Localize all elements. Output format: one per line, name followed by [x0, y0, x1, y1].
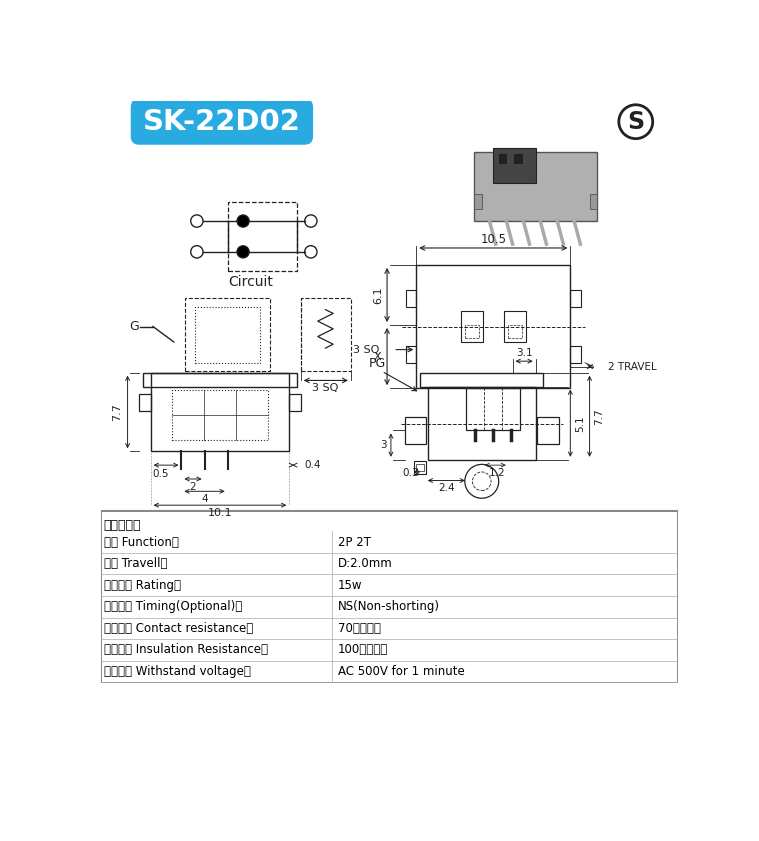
Bar	[420, 373, 543, 387]
Text: 使用功率 Rating：: 使用功率 Rating：	[105, 579, 181, 592]
Text: 0.4: 0.4	[304, 460, 321, 470]
Text: 2.4: 2.4	[438, 484, 455, 493]
Bar	[466, 389, 520, 431]
Text: 5.1: 5.1	[575, 415, 585, 432]
Bar	[537, 417, 559, 444]
Bar	[474, 151, 597, 221]
Text: G: G	[129, 320, 139, 333]
Text: 切换类别 Timing(Optional)：: 切换类别 Timing(Optional)：	[105, 600, 243, 613]
Text: AC 500V for 1 minute: AC 500V for 1 minute	[338, 665, 465, 678]
Text: 3 SQ: 3 SQ	[312, 383, 339, 393]
Text: 2P 2T: 2P 2T	[338, 536, 371, 548]
Bar	[172, 390, 268, 441]
Bar	[139, 394, 151, 411]
Text: 7.7: 7.7	[112, 403, 122, 421]
Bar	[405, 346, 417, 362]
Bar	[195, 306, 260, 363]
Text: 行程 Travell：: 行程 Travell：	[105, 558, 168, 570]
Bar	[461, 311, 483, 342]
Text: 0.5: 0.5	[153, 469, 169, 479]
Text: 3: 3	[380, 440, 386, 450]
Bar	[185, 298, 270, 371]
Text: 0.3: 0.3	[403, 468, 419, 478]
Text: 4: 4	[201, 494, 208, 504]
Text: SK-22D02: SK-22D02	[143, 108, 301, 135]
Bar	[143, 373, 297, 387]
Text: S: S	[627, 109, 644, 134]
Bar	[590, 194, 597, 209]
Text: 7.7: 7.7	[594, 409, 604, 425]
Bar	[508, 325, 522, 338]
Bar	[570, 290, 581, 307]
Bar	[417, 463, 424, 471]
Text: 100兆欧以上: 100兆欧以上	[338, 643, 388, 657]
Bar	[428, 387, 536, 460]
Bar	[417, 265, 570, 389]
Text: 1.2: 1.2	[489, 468, 505, 478]
Bar	[493, 148, 536, 182]
Text: 接触电际 Contact resistance：: 接触电际 Contact resistance：	[105, 621, 254, 635]
Bar	[474, 194, 482, 209]
Bar	[570, 346, 581, 362]
Text: 15w: 15w	[338, 579, 362, 592]
Text: 2: 2	[190, 482, 197, 492]
Bar	[465, 325, 479, 338]
Text: Circuit: Circuit	[228, 275, 273, 288]
FancyBboxPatch shape	[131, 99, 313, 144]
Bar	[405, 417, 427, 444]
Text: X: X	[374, 352, 382, 362]
Bar	[289, 394, 301, 411]
Bar	[499, 154, 506, 163]
Text: 6.1: 6.1	[373, 286, 383, 304]
Circle shape	[237, 246, 249, 258]
Text: 3 SQ: 3 SQ	[353, 345, 380, 355]
Text: 性能 Function：: 性能 Function：	[105, 536, 179, 548]
Bar	[514, 154, 522, 163]
Bar	[504, 311, 526, 342]
Text: 绝缘电际 Insulation Resistance：: 绝缘电际 Insulation Resistance：	[105, 643, 269, 657]
Text: 10.5: 10.5	[480, 233, 506, 246]
Text: 3.1: 3.1	[517, 348, 534, 358]
Bar	[405, 290, 417, 307]
Bar	[228, 202, 297, 271]
Text: 产品规格：: 产品规格：	[103, 519, 140, 532]
Text: 2 TRAVEL: 2 TRAVEL	[607, 362, 657, 372]
Text: 70毫欧以下: 70毫欧以下	[338, 621, 381, 635]
Text: 10.1: 10.1	[208, 508, 232, 518]
Bar	[101, 511, 677, 682]
Bar	[151, 373, 289, 452]
Text: D:2.0mm: D:2.0mm	[338, 558, 392, 570]
Bar	[414, 461, 427, 473]
Bar	[301, 298, 351, 371]
Text: 抗抗电压 Withstand voltage：: 抗抗电压 Withstand voltage：	[105, 665, 251, 678]
Text: PG: PG	[369, 357, 386, 370]
Circle shape	[237, 215, 249, 227]
Text: NS(Non-shorting): NS(Non-shorting)	[338, 600, 439, 613]
